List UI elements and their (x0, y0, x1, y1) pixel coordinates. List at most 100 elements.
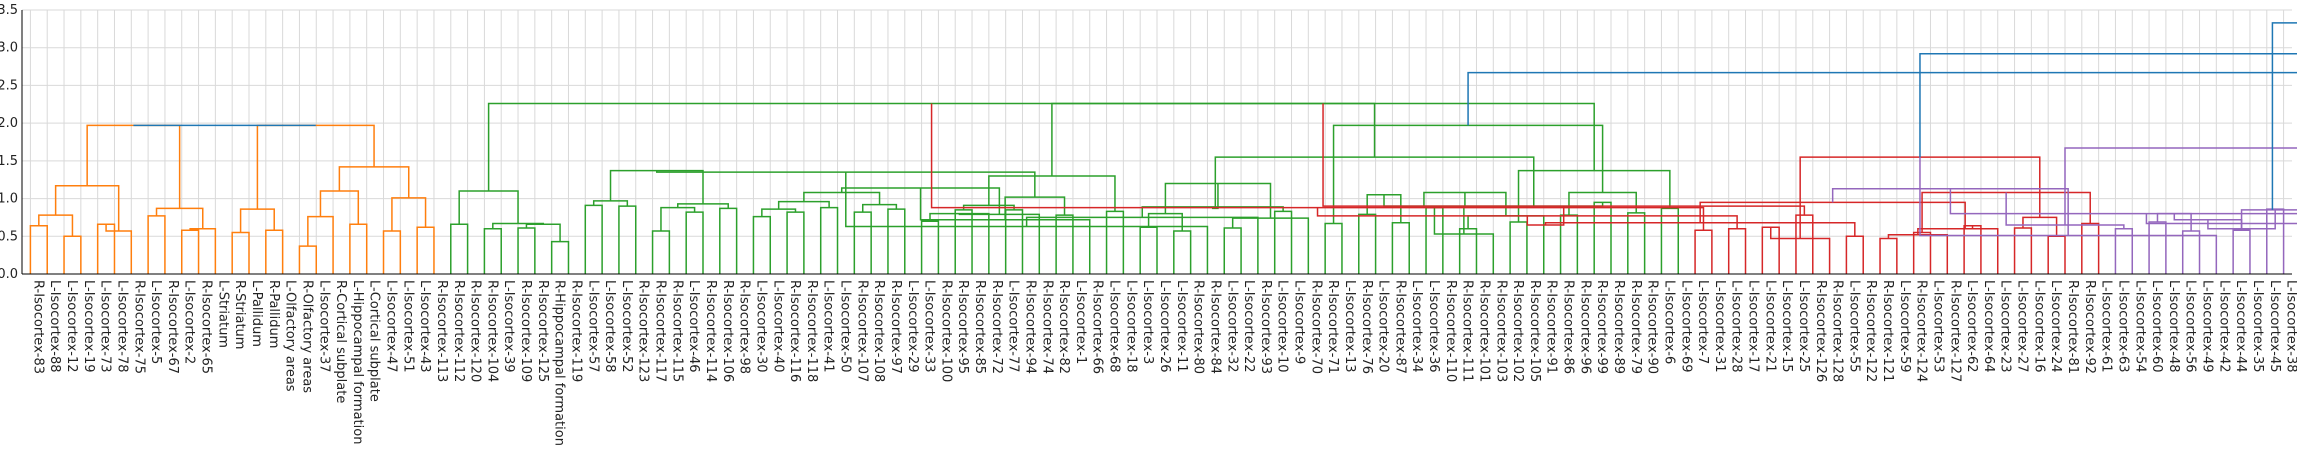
dendrogram-link (1273, 210, 1293, 274)
dendrogram-link (550, 240, 570, 274)
dendrogram-link (155, 207, 204, 229)
y-tick-label: 1.5 (0, 154, 18, 169)
dendrogram-link (1727, 227, 1747, 274)
dendrogram-link (487, 102, 1376, 192)
dendrogram-link (1517, 169, 1671, 222)
dendrogram-link (651, 230, 671, 274)
leaf-label: L-Isocortex-62 (1964, 280, 1979, 373)
dendrogram-link (1509, 221, 1528, 274)
dendrogram-link (189, 227, 217, 274)
y-tick-label: 2.5 (0, 78, 18, 93)
dendrogram-link (1105, 210, 1125, 274)
dendrogram-link (988, 175, 1116, 212)
leaf-label: L-Isocortex-16 (2031, 280, 2046, 373)
dendrogram-link (685, 211, 704, 274)
dendrogram-link (1433, 207, 1495, 274)
dendrogram-link (231, 231, 250, 274)
leaf-label: R-Isocortex-120 (468, 280, 483, 382)
leaf-label: R-Isocortex-119 (568, 280, 583, 382)
dendrogram-link (2114, 227, 2134, 274)
dendrogram-link (840, 187, 1001, 215)
y-tick-label: 2.0 (0, 116, 18, 131)
dendrogram-link (517, 227, 536, 274)
leaf-label: R-Isocortex-83 (30, 280, 45, 374)
leaf-label: R-Isocortex-102 (1510, 280, 1525, 382)
leaf-label: L-Isocortex-60 (2149, 280, 2164, 373)
leaf-label: L-Isocortex-11 (1174, 280, 1189, 373)
leaf-label: L-Isocortex-30 (753, 280, 768, 373)
leaf-label: L-Isocortex-10 (1275, 280, 1290, 373)
leaf-label: R-Isocortex-127 (1947, 280, 1962, 382)
leaf-label: R-Isocortex-98 (737, 280, 752, 374)
leaf-label: L-Isocortex-77 (1006, 280, 1021, 373)
leaf-label: L-Isocortex-2 (182, 280, 197, 364)
leaf-label: L-Isocortex-24 (2048, 280, 2063, 373)
leaf-label: L-Isocortex-7 (1695, 280, 1710, 364)
leaf-label: L-Isocortex-33 (922, 280, 937, 373)
dendrogram-link (450, 223, 469, 274)
dendrogram-link (147, 215, 166, 274)
leaf-label: L-Isocortex-49 (2200, 280, 2215, 373)
leaf-label: R-Isocortex-124 (1914, 280, 1929, 382)
leaf-label: R-Isocortex-113 (434, 280, 449, 382)
dendrogram-link (86, 124, 181, 209)
dendrogram-link (2145, 213, 2297, 225)
dendrogram-link (1467, 71, 2297, 126)
leaf-label: R-Isocortex-115 (669, 280, 684, 382)
dendrogram-link (1919, 52, 2297, 158)
dendrogram-link (416, 226, 435, 274)
leaf-label: R-Isocortex-121 (1880, 280, 1895, 382)
leaf-label: L-Isocortex-37 (316, 280, 331, 373)
dendrogram-link (2240, 209, 2297, 229)
leaf-label: R-Isocortex-118 (804, 280, 819, 382)
dendrogram-link (1694, 229, 1713, 274)
y-tick-label: 0.0 (0, 267, 18, 282)
dendrogram-link (1025, 216, 1259, 274)
leaf-label: L-Isocortex-3 (1140, 280, 1155, 364)
leaf-label: L-Isocortex-43 (417, 280, 432, 373)
dendrogram-link (1173, 230, 1192, 274)
leaf-label: R-Cortical subplate (333, 280, 348, 403)
leaf-label: L-Isocortex-21 (1762, 280, 1777, 373)
leaf-label: L-Isocortex-32 (1224, 280, 1239, 373)
dendrogram-link (618, 205, 637, 274)
leaf-label: L-Isocortex-61 (2099, 280, 2114, 373)
dendrogram-link (2064, 147, 2297, 225)
leaf-label: R-Isocortex-65 (199, 280, 214, 374)
leaf-label: L-Isocortex-52 (619, 280, 634, 373)
leaf-label: R-Isocortex-80 (1191, 280, 1206, 374)
dendrogram-link (1324, 222, 1343, 274)
leaf-label: L-Isocortex-46 (686, 280, 701, 373)
leaf-label: L-Isocortex-64 (1981, 280, 1996, 373)
leaf-label: R-Isocortex-116 (787, 280, 802, 382)
leaf-label: L-Isocortex-55 (1846, 280, 1861, 373)
dendrogram-link (1458, 227, 1478, 274)
leaf-label: R-Isocortex-70 (1308, 280, 1323, 374)
dendrogram-link (29, 224, 48, 274)
leaf-label: R-Isocortex-72 (989, 280, 1004, 374)
dendrogram-link (1769, 227, 1831, 274)
dendrogram-link (819, 206, 839, 274)
dendrogram-link (1660, 207, 1680, 274)
leaf-label: L-Olfactory areas (283, 280, 298, 392)
leaf-label: R-Isocortex-128 (1830, 280, 1845, 382)
dendrogram-link (752, 215, 772, 274)
dendrogram-link (1055, 214, 1074, 274)
y-tick-label: 1.0 (0, 192, 18, 207)
leaf-label: L-Isocortex-40 (770, 280, 785, 373)
leaf-label: R-Isocortex-111 (1460, 280, 1475, 382)
leaf-label: R-Isocortex-126 (1813, 280, 1828, 382)
leaf-label: L-Isocortex-44 (2233, 280, 2248, 373)
leaf-label: R-Isocortex-103 (1493, 280, 1508, 382)
leaf-label: L-Isocortex-39 (501, 280, 516, 373)
leaf-label: L-Isocortex-63 (2115, 280, 2130, 373)
dendrogram-link (1423, 191, 1507, 216)
leaf-label: R-Pallidum (266, 280, 281, 348)
leaf-label: L-Isocortex-38 (2284, 280, 2297, 373)
dendrogram-link (1004, 196, 1066, 220)
leaf-label: L-Isocortex-18 (1123, 280, 1138, 373)
leaf-label: R-Isocortex-117 (653, 280, 668, 382)
leaf-label: R-Isocortex-108 (871, 280, 886, 382)
leaf-label: L-Isocortex-51 (400, 280, 415, 373)
dendrogram-link (2207, 209, 2276, 230)
